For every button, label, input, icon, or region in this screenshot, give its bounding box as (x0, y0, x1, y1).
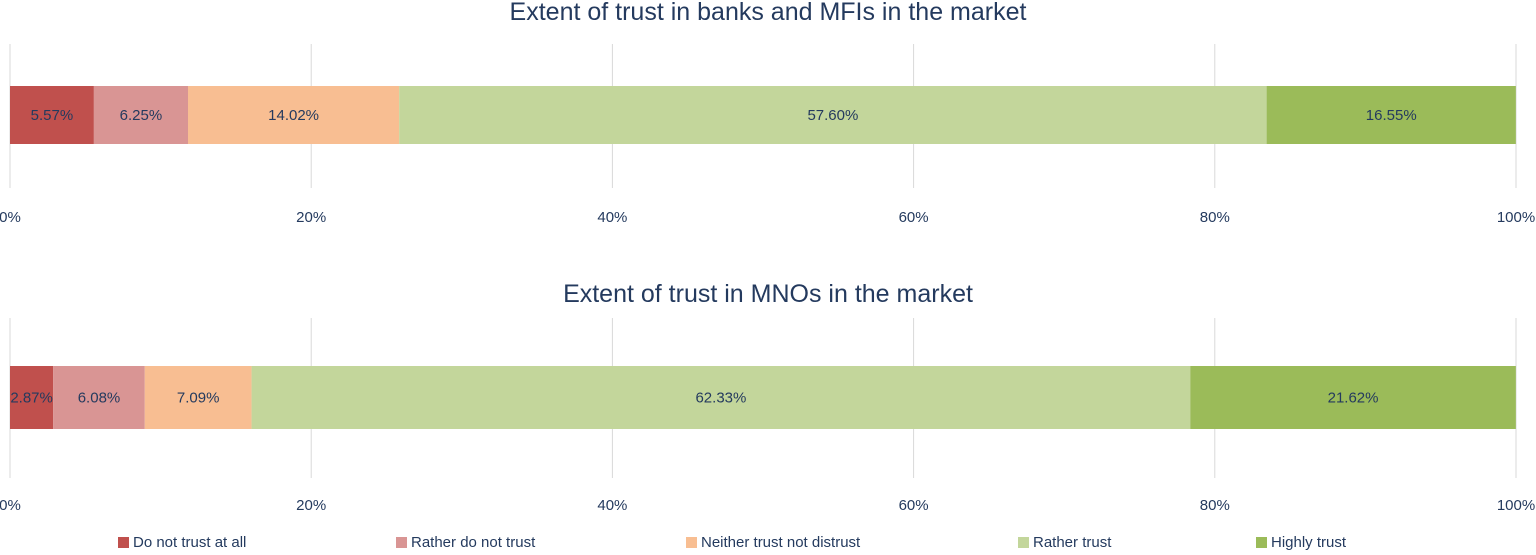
x-tick-label: 40% (597, 209, 627, 226)
data-label: 6.08% (78, 390, 121, 407)
bar-segment-neither-trust-not-distrust (144, 366, 252, 429)
x-tick-label: 40% (597, 497, 627, 514)
x-tick-label: 80% (1200, 497, 1230, 514)
chart-2-title: Extent of trust in MNOs in the market (563, 280, 973, 308)
bar-segment-rather-do-not-trust (53, 366, 145, 429)
legend-item-do-not-trust: Do not trust at all (118, 534, 246, 551)
data-label: 7.09% (177, 390, 220, 407)
legend-item-neither: Neither trust not distrust (686, 534, 860, 551)
x-tick-label: 100% (1497, 497, 1535, 514)
x-tick-label: 60% (899, 209, 929, 226)
bar-segment-rather-trust (399, 86, 1267, 144)
legend-swatch-rather-do-not-trust (396, 537, 407, 548)
legend-swatch-neither (686, 537, 697, 548)
legend-label-rather-trust: Rather trust (1033, 534, 1112, 551)
bar-segment-rather-do-not-trust (93, 86, 189, 144)
data-label: 16.55% (1366, 107, 1417, 124)
x-tick-label: 20% (296, 209, 326, 226)
legend-label-do-not-trust: Do not trust at all (133, 534, 247, 551)
data-label: 6.25% (120, 107, 163, 124)
bar-segment-rather-trust (251, 366, 1191, 429)
x-tick-label: 0% (0, 209, 21, 226)
bar-segment-do-not-trust-at-all (10, 366, 54, 429)
data-label: 14.02% (268, 107, 319, 124)
bar-segment-highly-trust (1190, 366, 1516, 429)
x-tick-label: 20% (296, 497, 326, 514)
legend-label-rather-do-not-trust: Rather do not trust (411, 534, 536, 551)
x-tick-label: 60% (899, 497, 929, 514)
legend-label-neither: Neither trust not distrust (701, 534, 861, 551)
chart-1-title: Extent of trust in banks and MFIs in the… (509, 0, 1027, 26)
data-label: 2.87% (10, 390, 53, 407)
data-label: 57.60% (807, 107, 858, 124)
bar-segment-neither-trust-not-distrust (188, 86, 400, 144)
legend: Do not trust at all Rather do not trust … (0, 534, 1536, 554)
data-label: 62.33% (695, 390, 746, 407)
legend-item-rather-trust: Rather trust (1018, 534, 1111, 551)
legend-swatch-do-not-trust (118, 537, 129, 548)
legend-swatch-highly-trust (1256, 537, 1267, 548)
x-tick-label: 100% (1497, 209, 1535, 226)
data-label: 21.62% (1328, 390, 1379, 407)
stacked-bar-charts: 0% 20% 40% 60% 80% 100% 5.57% 6.25% 14.02% 57.60%… (0, 44, 1535, 514)
data-label: 5.57% (31, 107, 74, 124)
legend-swatch-rather-trust (1018, 537, 1029, 548)
legend-item-rather-do-not-trust: Rather do not trust (396, 534, 535, 551)
bar-segment-highly-trust (1266, 86, 1516, 144)
legend-item-highly-trust: Highly trust (1256, 534, 1346, 551)
x-tick-label: 0% (0, 497, 21, 514)
legend-label-highly-trust: Highly trust (1271, 534, 1347, 551)
x-tick-label: 80% (1200, 209, 1230, 226)
bar-segment-do-not-trust-at-all (10, 86, 94, 144)
